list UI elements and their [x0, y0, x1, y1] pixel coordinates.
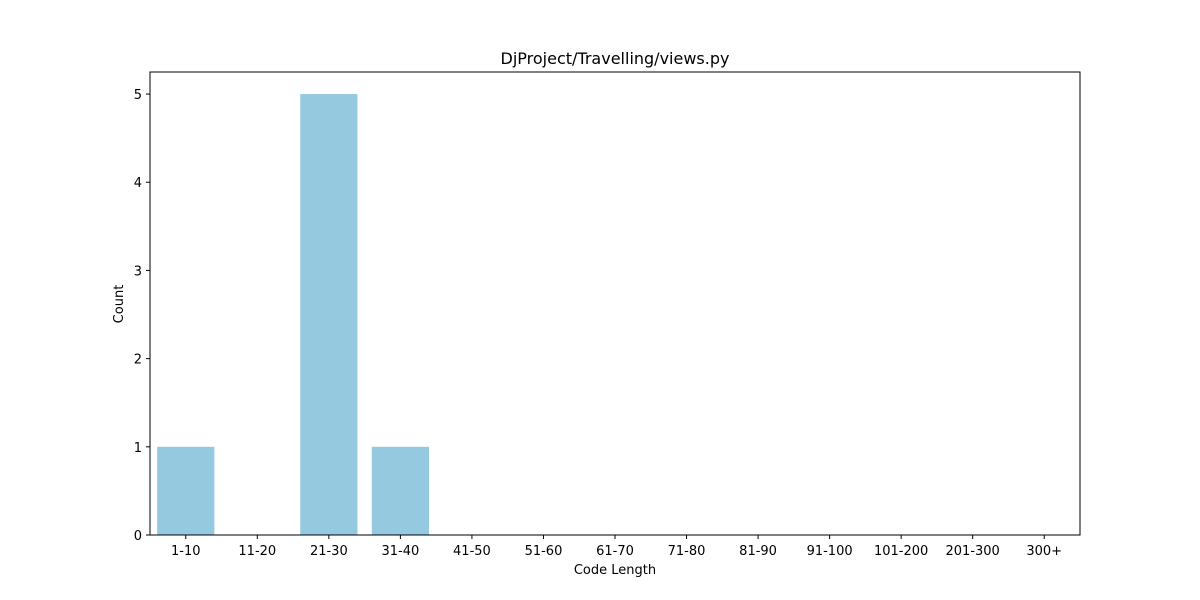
x-tick-label: 81-90	[739, 544, 777, 559]
y-axis-label: Count	[112, 285, 127, 324]
x-tick-label: 71-80	[668, 544, 706, 559]
x-tick-label: 31-40	[381, 544, 419, 559]
bar-21-30	[300, 94, 358, 536]
x-tick-label: 41-50	[453, 544, 491, 559]
x-tick-label: 1-10	[171, 544, 201, 559]
x-tick-label: 201-300	[946, 544, 1000, 559]
x-tick-label: 91-100	[807, 544, 853, 559]
x-tick-label: 101-200	[874, 544, 928, 559]
y-tick-label: 2	[134, 353, 142, 368]
y-tick-label: 0	[134, 529, 142, 544]
chart-title: DjProject/Travelling/views.py	[501, 49, 730, 68]
plot-frame	[149, 71, 1081, 536]
x-tick-label: 300+	[1026, 544, 1062, 559]
bar-31-40	[371, 446, 429, 535]
x-axis: 1-10 11-20 21-30 31-40 41-50 51-60 61-70 71-80 8…	[171, 535, 1062, 559]
y-axis: 0 1 2 3 4 5	[134, 88, 150, 544]
bars-group	[157, 94, 429, 536]
x-tick-label: 51-60	[525, 544, 563, 559]
y-tick-label: 3	[134, 264, 142, 279]
y-tick-label: 1	[134, 441, 142, 456]
y-tick-label: 4	[134, 176, 142, 191]
x-axis-label: Code Length	[574, 563, 656, 578]
y-tick-label: 5	[134, 88, 142, 103]
x-tick-label: 61-70	[596, 544, 634, 559]
x-tick-label: 11-20	[238, 544, 276, 559]
x-tick-label: 21-30	[310, 544, 348, 559]
bar-1-10	[157, 446, 215, 535]
